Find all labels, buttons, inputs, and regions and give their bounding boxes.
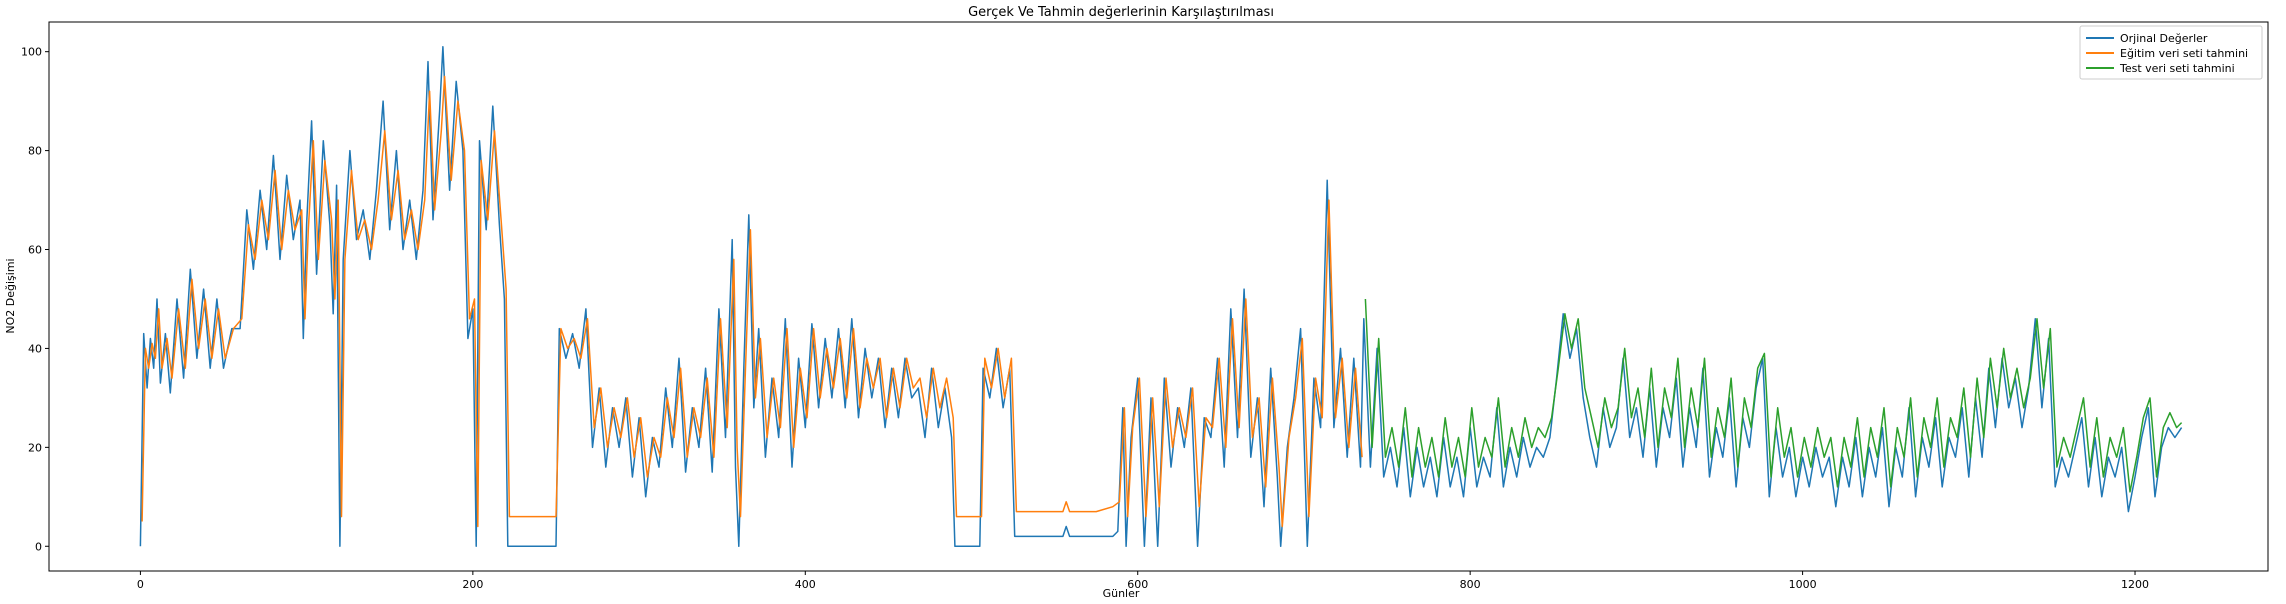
x-tick-label: 600 [1127, 578, 1148, 591]
series-line-train [141, 75, 1363, 528]
series-line-test [1364, 298, 2183, 493]
x-axis-title: Günler [1103, 587, 1140, 600]
y-tick-label: 60 [28, 244, 42, 257]
y-tick-label: 80 [28, 145, 42, 158]
x-tick-label: 200 [462, 578, 483, 591]
y-axis: 0 20 40 60 80 100 [21, 46, 49, 553]
legend-label-train: Eğitim veri seti tahmini [2120, 47, 2248, 60]
chart-title: Gerçek Ve Tahmin değerlerinin Karşılaştı… [968, 5, 1274, 20]
plot-area [139, 45, 2183, 548]
x-tick-label: 1200 [2121, 578, 2149, 591]
x-tick-label: 400 [795, 578, 816, 591]
legend: Orjinal Değerler Eğitim veri seti tahmin… [2079, 25, 2263, 80]
x-tick-label: 0 [137, 578, 144, 591]
y-tick-label: 100 [21, 46, 42, 59]
y-tick-label: 0 [35, 540, 42, 553]
x-tick-label: 800 [1460, 578, 1481, 591]
y-axis-title: NO2 Değişimi [4, 258, 17, 333]
series-line-original [139, 45, 2183, 548]
x-tick-label: 1000 [1789, 578, 1817, 591]
legend-box [2079, 25, 2263, 80]
x-axis: 0 200 400 600 800 1000 1200 [137, 571, 2149, 591]
legend-label-original: Orjinal Değerler [2120, 32, 2208, 45]
legend-label-test: Test veri seti tahmini [2119, 62, 2235, 75]
plot-frame [48, 21, 2269, 572]
y-tick-label: 40 [28, 342, 42, 355]
y-tick-label: 20 [28, 441, 42, 454]
